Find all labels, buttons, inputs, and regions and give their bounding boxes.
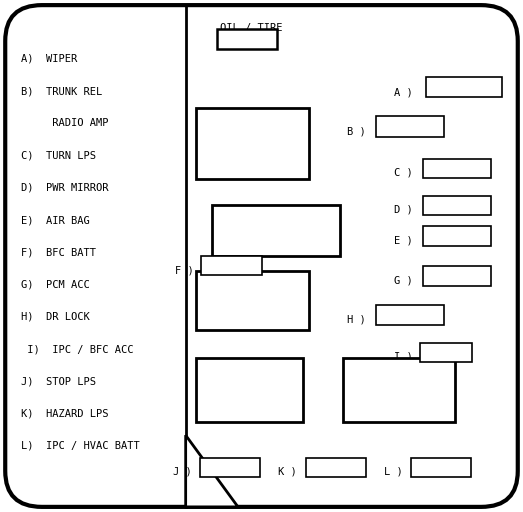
Bar: [196, 271, 309, 330]
Bar: [196, 358, 303, 422]
Text: K ): K ): [278, 467, 297, 477]
Bar: [306, 458, 366, 477]
Bar: [423, 226, 491, 246]
Text: C ): C ): [394, 168, 413, 178]
Text: D)  PWR MIRROR: D) PWR MIRROR: [21, 183, 108, 193]
Text: DR  LOCK: DR LOCK: [225, 398, 275, 408]
Text: K)  HAZARD LPS: K) HAZARD LPS: [21, 409, 108, 419]
Text: RELAY: RELAY: [383, 366, 414, 376]
Text: A)  WIPER: A) WIPER: [21, 54, 77, 64]
Text: I ): I ): [394, 352, 413, 362]
Text: DRIVER: DRIVER: [380, 386, 417, 395]
Text: F ): F ): [175, 265, 194, 275]
Bar: [411, 458, 471, 477]
Bar: [217, 29, 277, 49]
Text: RELAY: RELAY: [234, 373, 265, 382]
Text: DR UNLOCK: DR UNLOCK: [371, 405, 427, 415]
Text: G ): G ): [394, 275, 413, 286]
Bar: [201, 256, 262, 275]
Text: G)  PCM ACC: G) PCM ACC: [21, 280, 89, 290]
Bar: [196, 108, 309, 179]
Text: B ): B ): [347, 126, 366, 137]
Bar: [426, 77, 502, 97]
Bar: [212, 205, 340, 256]
Text: B)  TRUNK REL: B) TRUNK REL: [21, 86, 102, 96]
Bar: [423, 266, 491, 286]
Text: C)  TURN LPS: C) TURN LPS: [21, 151, 96, 161]
Text: RADIO AMP: RADIO AMP: [21, 118, 108, 129]
Text: J ): J ): [173, 467, 192, 477]
Bar: [343, 358, 455, 422]
Bar: [376, 116, 444, 137]
Bar: [376, 305, 444, 325]
Text: CIRCUIT BRKR: CIRCUIT BRKR: [238, 212, 313, 223]
Text: RESET: RESET: [232, 34, 263, 44]
Text: E)  AIR BAG: E) AIR BAG: [21, 215, 89, 225]
Text: E ): E ): [394, 236, 413, 246]
Text: PWR SEAT: PWR SEAT: [251, 238, 301, 248]
Text: L ): L ): [384, 467, 403, 477]
Text: RELAY: RELAY: [237, 283, 268, 293]
Text: H ): H ): [347, 315, 366, 325]
Text: I)  IPC / BFC ACC: I) IPC / BFC ACC: [21, 344, 133, 354]
Text: DR UNLOCK: DR UNLOCK: [224, 309, 280, 318]
FancyBboxPatch shape: [5, 5, 518, 507]
Bar: [200, 458, 260, 477]
Text: D ): D ): [394, 205, 413, 215]
Text: L)  IPC / HVAC BATT: L) IPC / HVAC BATT: [21, 441, 140, 451]
Text: H)  DR LOCK: H) DR LOCK: [21, 312, 89, 322]
Text: OIL / TIRE: OIL / TIRE: [220, 23, 282, 33]
Bar: [420, 343, 472, 362]
Bar: [423, 196, 491, 215]
Text: TRUN  REL: TRUN REL: [224, 151, 280, 161]
Text: A ): A ): [394, 87, 413, 97]
Text: RELAY: RELAY: [237, 125, 268, 136]
Polygon shape: [186, 435, 238, 507]
Text: J)  STOP LPS: J) STOP LPS: [21, 376, 96, 387]
Bar: [423, 159, 491, 178]
Text: F)  BFC BATT: F) BFC BATT: [21, 247, 96, 258]
